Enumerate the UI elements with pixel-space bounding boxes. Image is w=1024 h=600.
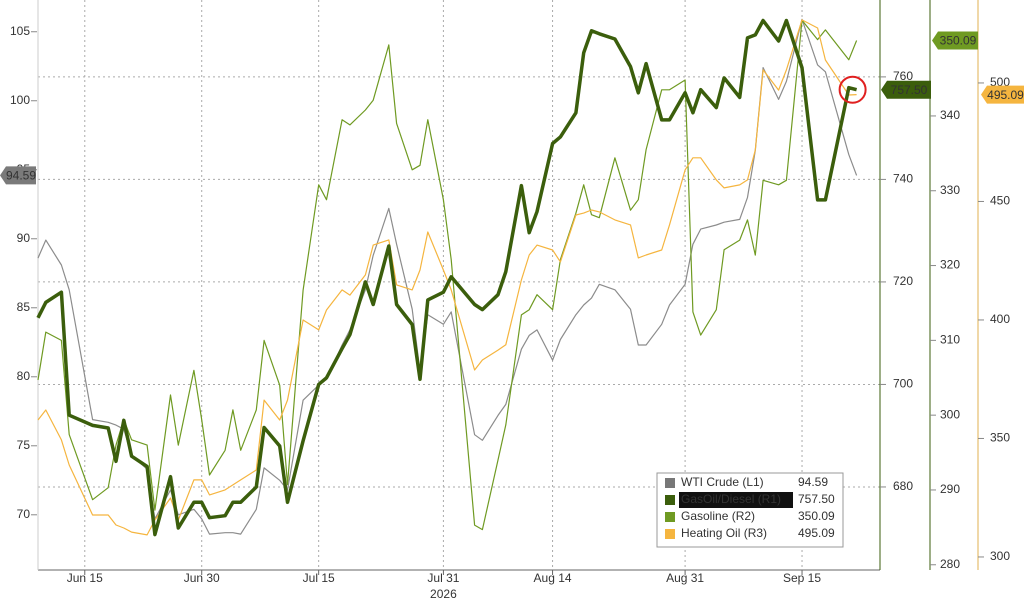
x-tick-label: Jun 15 bbox=[67, 571, 103, 585]
legend-value: 757.50 bbox=[798, 492, 835, 506]
y-tick-label: 680 bbox=[893, 479, 913, 493]
y-tick-label: 300 bbox=[990, 549, 1010, 563]
y-tick-label: 105 bbox=[10, 24, 30, 38]
series-line bbox=[36, 18, 858, 537]
y-tick-label: 310 bbox=[940, 333, 960, 347]
legend: WTI Crude (L1) 94.59 GasOil/Diesel (R1) 757… bbox=[656, 472, 844, 548]
y-tick-label: 280 bbox=[940, 557, 960, 571]
y-tick-label: 75 bbox=[17, 438, 31, 452]
legend-swatch bbox=[665, 512, 675, 522]
value-tag-label: 757.50 bbox=[891, 83, 928, 97]
y-tick-label: 290 bbox=[940, 482, 960, 496]
y-tick-label: 70 bbox=[17, 507, 31, 521]
y-tick-label: 80 bbox=[17, 369, 31, 383]
value-tag bbox=[0, 166, 36, 185]
value-tag-label: 350.09 bbox=[940, 34, 977, 48]
legend-label: GasOil/Diesel (R1) bbox=[681, 492, 781, 506]
y-tick-label: 340 bbox=[940, 108, 960, 122]
legend-value: 94.59 bbox=[798, 475, 828, 489]
x-tick-label: Jun 30 bbox=[184, 571, 220, 585]
y-tick-label: 100 bbox=[10, 93, 30, 107]
legend-label: Gasoline (R2) bbox=[681, 509, 755, 523]
value-tag bbox=[881, 80, 931, 99]
y-tick-label: 450 bbox=[990, 194, 1010, 208]
y-tick-label: 85 bbox=[17, 300, 31, 314]
legend-box bbox=[656, 472, 844, 548]
y-tick-label: 300 bbox=[940, 407, 960, 421]
y-tick-label: 330 bbox=[940, 183, 960, 197]
series-line bbox=[37, 19, 858, 531]
x-tick-label: Aug 31 bbox=[666, 571, 704, 585]
legend-swatch bbox=[665, 529, 675, 539]
legend-highlight bbox=[679, 492, 793, 508]
y-tick-label: 400 bbox=[990, 312, 1010, 326]
y-tick-label: 760 bbox=[893, 69, 913, 83]
value-tag bbox=[981, 85, 1024, 104]
legend-swatch bbox=[665, 478, 675, 488]
x-tick-label: Aug 14 bbox=[534, 571, 572, 585]
legend-label: Heating Oil (R3) bbox=[681, 526, 767, 540]
x-year-label: 2026 bbox=[430, 587, 457, 600]
highlight-circle bbox=[838, 75, 867, 104]
y-tick-label: 90 bbox=[17, 231, 31, 245]
value-tag bbox=[932, 31, 978, 50]
legend-value: 350.09 bbox=[798, 509, 835, 523]
x-tick-label: Jul 15 bbox=[303, 571, 335, 585]
y-tick-label: 700 bbox=[893, 377, 913, 391]
y-tick-label: 740 bbox=[893, 172, 913, 186]
legend-swatch bbox=[665, 495, 675, 505]
legend-label: WTI Crude (L1) bbox=[681, 475, 764, 489]
y-tick-label: 350 bbox=[990, 431, 1010, 445]
y-tick-label: 320 bbox=[940, 258, 960, 272]
y-tick-label: 720 bbox=[893, 274, 913, 288]
value-tag-label: 495.09 bbox=[987, 88, 1024, 102]
x-tick-label: Sep 15 bbox=[783, 571, 821, 585]
legend-value: 495.09 bbox=[798, 526, 835, 540]
value-tag-label: 94.59 bbox=[6, 169, 36, 183]
x-tick-label: Jul 31 bbox=[427, 571, 459, 585]
